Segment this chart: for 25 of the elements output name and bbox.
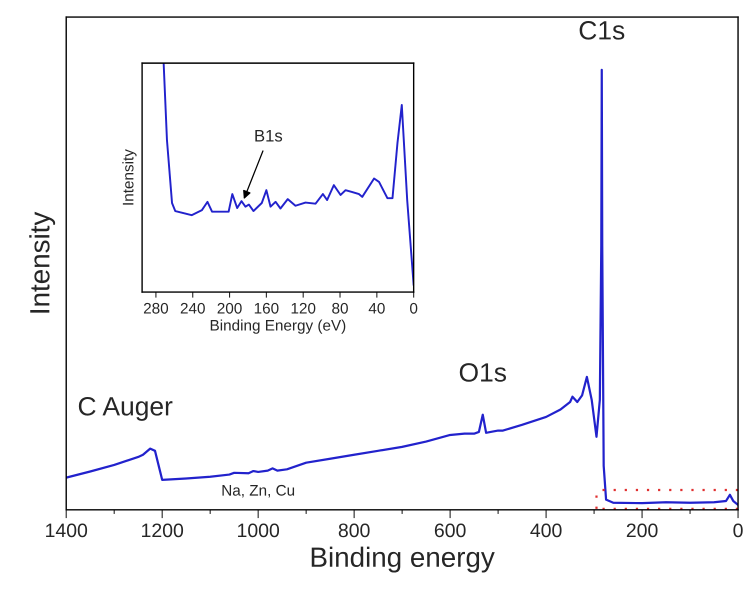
annotation: B1s — [255, 130, 282, 142]
x-axis-title: Binding Energy (eV) — [210, 319, 346, 334]
x-tick-label: 40 — [368, 302, 385, 314]
annotation: O1s — [460, 363, 506, 382]
x-tick-label: 1200 — [142, 523, 184, 538]
x-tick-label: 800 — [338, 523, 370, 538]
x-tick-label: 1000 — [238, 523, 280, 538]
x-tick-label: 600 — [434, 523, 466, 538]
y-axis-title: Intensity — [122, 149, 137, 205]
annotation: C Auger — [78, 396, 172, 421]
x-tick-label: 0 — [733, 523, 743, 538]
x-tick-label: 120 — [292, 302, 316, 314]
annotation: C1s — [580, 20, 624, 40]
x-tick-label: 240 — [180, 302, 205, 314]
x-tick-label: 160 — [254, 302, 279, 314]
x-tick-label: 400 — [530, 523, 562, 538]
x-tick-label: 1400 — [46, 523, 88, 538]
y-axis-title: Intensity — [29, 212, 56, 313]
x-tick-label: 280 — [144, 302, 168, 314]
annotation: Na, Zn, Cu — [222, 484, 294, 498]
x-tick-label: 0 — [410, 302, 418, 314]
x-tick-label: 80 — [332, 302, 348, 314]
x-tick-label: 200 — [218, 302, 242, 314]
x-axis-title: Binding energy — [312, 546, 495, 573]
x-tick-label: 200 — [626, 523, 658, 538]
